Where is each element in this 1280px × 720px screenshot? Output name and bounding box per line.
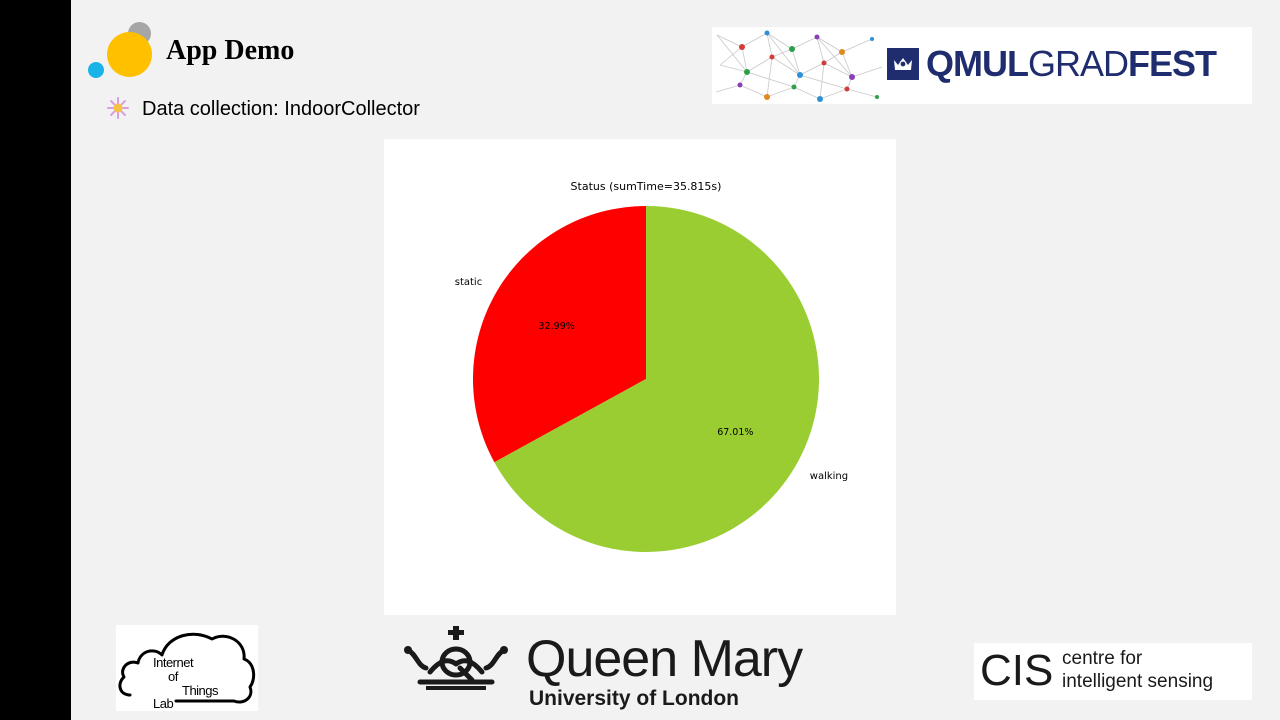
pie-slice-static — [473, 206, 646, 463]
network-graphic — [715, 30, 883, 102]
slice-label-walking: walking — [810, 471, 848, 482]
queen-mary-logo: Queen Mary University of London — [400, 622, 840, 714]
slice-percent-walking: 67.01% — [717, 427, 753, 438]
pie-slice-walking — [494, 206, 819, 552]
cis-abbr: CIS — [980, 646, 1054, 695]
cis-line1: centre for — [1062, 648, 1143, 669]
sparkle-bullet-icon — [107, 97, 129, 119]
pie-slices — [473, 206, 819, 552]
bullet-text: Data collection: IndoorCollector — [142, 98, 420, 120]
decorative-circles — [86, 20, 156, 82]
slice-label-static: static — [455, 277, 482, 288]
iot-line-of: of — [168, 669, 178, 684]
pie-chart-svg: Status (sumTime=35.815s) static 32.99% wal… — [455, 180, 848, 552]
slice-percent-static: 32.99% — [539, 321, 575, 332]
pie-chart: Status (sumTime=35.815s) static 32.99% wal… — [384, 139, 896, 615]
left-black-bar — [0, 0, 71, 720]
cloud-icon — [118, 632, 256, 704]
gradfest-wordmark: QMULGRADFEST — [926, 42, 1217, 86]
qmul-crest-icon — [887, 48, 919, 80]
gradfest-grad: GRAD — [1027, 43, 1129, 84]
qmul-subtitle: University of London — [529, 687, 739, 710]
qmul-name: Queen Mary — [526, 630, 803, 688]
qmul-crown-icon — [404, 626, 508, 690]
chart-title: Status (sumTime=35.815s) — [571, 180, 722, 193]
pie-labels: static 32.99% walking 67.01% — [455, 277, 848, 482]
slide-title: App Demo — [166, 35, 295, 66]
blue-circle — [88, 62, 104, 78]
cis-line2: intelligent sensing — [1062, 671, 1214, 692]
gradfest-fest: FEST — [1128, 43, 1217, 84]
qmul-gradfest-logo: QMULGRADFEST — [712, 27, 1252, 104]
iot-line-internet: Internet — [153, 655, 194, 670]
iot-line-things: Things — [182, 683, 219, 698]
cis-logo: CIS centre for intelligent sensing — [974, 643, 1252, 700]
gradfest-qmul: QMUL — [926, 43, 1029, 84]
iot-lab-logo: Internet of Things Lab — [116, 625, 258, 711]
iot-line-lab: Lab — [153, 696, 174, 711]
yellow-circle — [107, 32, 152, 77]
